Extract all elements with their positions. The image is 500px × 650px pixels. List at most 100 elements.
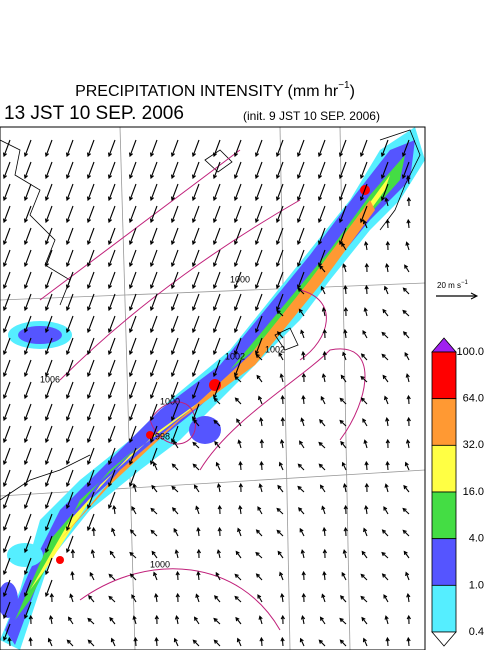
wind-vector bbox=[108, 595, 116, 603]
wind-vector bbox=[255, 529, 263, 537]
wind-vector bbox=[338, 205, 347, 224]
wind-vector bbox=[23, 205, 32, 224]
wind-vector bbox=[149, 183, 158, 202]
wind-vector bbox=[65, 403, 74, 422]
wind-vector bbox=[65, 491, 74, 510]
wind-vector bbox=[214, 440, 221, 449]
wind-vector bbox=[129, 573, 137, 581]
wind-vector bbox=[254, 139, 263, 158]
wind-vector bbox=[233, 161, 242, 180]
wind-vector bbox=[44, 227, 53, 246]
wind-vector bbox=[191, 139, 200, 158]
wind-vector bbox=[87, 617, 95, 625]
wind-vector bbox=[2, 293, 11, 312]
wind-vector bbox=[361, 616, 368, 625]
wind-vector bbox=[44, 403, 53, 422]
wind-vector bbox=[383, 506, 389, 515]
title-text: PRECIPITATION INTENSITY (mm hr bbox=[75, 83, 339, 100]
wind-vector bbox=[173, 527, 179, 537]
wind-vector bbox=[191, 381, 200, 400]
wind-vector bbox=[23, 425, 32, 444]
wind-vector bbox=[86, 359, 95, 378]
wind-vector bbox=[297, 463, 305, 471]
wind-vector bbox=[107, 227, 116, 246]
wind-vector bbox=[343, 526, 348, 537]
wind-vector bbox=[131, 506, 137, 515]
wind-vector bbox=[322, 570, 327, 581]
wind-vector bbox=[2, 381, 11, 400]
wind-vector bbox=[44, 557, 53, 576]
wind-vector bbox=[275, 205, 284, 224]
wind-vector bbox=[318, 639, 326, 647]
wind-vector bbox=[341, 461, 347, 471]
wind-vector bbox=[276, 507, 284, 515]
wind-vector bbox=[174, 615, 180, 625]
wind-vector bbox=[298, 308, 305, 317]
wind-vector bbox=[279, 571, 284, 581]
wind-vector bbox=[170, 183, 179, 202]
wind-vector bbox=[301, 394, 306, 405]
wind-vector bbox=[406, 416, 411, 427]
wind-vector bbox=[322, 328, 327, 339]
wind-vector bbox=[381, 529, 389, 537]
wind-vector bbox=[2, 271, 11, 290]
wind-vector bbox=[406, 592, 411, 603]
wind-vector bbox=[318, 441, 326, 449]
wind-vector bbox=[402, 507, 410, 515]
wind-vector bbox=[149, 293, 158, 312]
wind-vector bbox=[364, 460, 369, 471]
wind-vector bbox=[212, 183, 221, 202]
wind-vector bbox=[359, 161, 368, 180]
wind-vector bbox=[23, 227, 32, 246]
wind-vector bbox=[23, 139, 32, 158]
wind-vector bbox=[259, 416, 264, 427]
wind-vector bbox=[23, 447, 32, 466]
wind-vector bbox=[213, 419, 221, 427]
wind-vector bbox=[362, 418, 368, 427]
wind-vector bbox=[339, 397, 347, 405]
wind-vector bbox=[107, 139, 116, 158]
wind-reference-head bbox=[470, 292, 479, 300]
wind-vector bbox=[259, 636, 264, 647]
wind-vector bbox=[406, 636, 411, 647]
valid-time: 13 JST 10 SEP. 2006 bbox=[4, 103, 184, 124]
wind-vector bbox=[275, 249, 284, 268]
wind-vector bbox=[254, 315, 263, 334]
wind-vector bbox=[384, 395, 389, 405]
wind-vector bbox=[23, 359, 32, 378]
wind-vector bbox=[212, 271, 221, 290]
wind-vector bbox=[360, 595, 368, 603]
wind-vector bbox=[170, 403, 179, 422]
wind-vector bbox=[217, 526, 222, 537]
wind-vector bbox=[359, 183, 368, 202]
colorbar-label: 1.0 bbox=[469, 579, 484, 591]
wind-vector bbox=[65, 513, 74, 532]
wind-vector bbox=[44, 161, 53, 180]
wind-vector bbox=[107, 359, 116, 378]
wind-vector bbox=[2, 623, 11, 642]
wind-vector bbox=[404, 461, 410, 471]
wind-vector bbox=[2, 337, 11, 356]
colorbar-cap bbox=[431, 631, 457, 647]
wind-vector bbox=[234, 397, 242, 405]
wind-vector bbox=[65, 293, 74, 312]
wind-vector bbox=[44, 205, 53, 224]
wind-vector bbox=[44, 337, 53, 356]
wind-vector bbox=[363, 307, 368, 317]
wind-reference: 20 m s−1 bbox=[437, 280, 469, 291]
wind-vector bbox=[254, 205, 263, 224]
wind-vector bbox=[255, 573, 263, 581]
wind-vector bbox=[381, 573, 389, 581]
wind-vector bbox=[149, 359, 158, 378]
wind-vectors bbox=[2, 139, 412, 647]
wind-vector bbox=[28, 614, 33, 625]
wind-vector bbox=[212, 337, 221, 356]
wind-vector bbox=[364, 262, 369, 273]
wind-vector bbox=[86, 381, 95, 400]
wind-vector bbox=[384, 483, 389, 493]
wind-vector bbox=[276, 529, 284, 537]
wind-vector bbox=[70, 548, 76, 559]
wind-vector bbox=[149, 271, 158, 290]
wind-vector bbox=[2, 161, 11, 180]
wind-vector bbox=[44, 183, 53, 202]
